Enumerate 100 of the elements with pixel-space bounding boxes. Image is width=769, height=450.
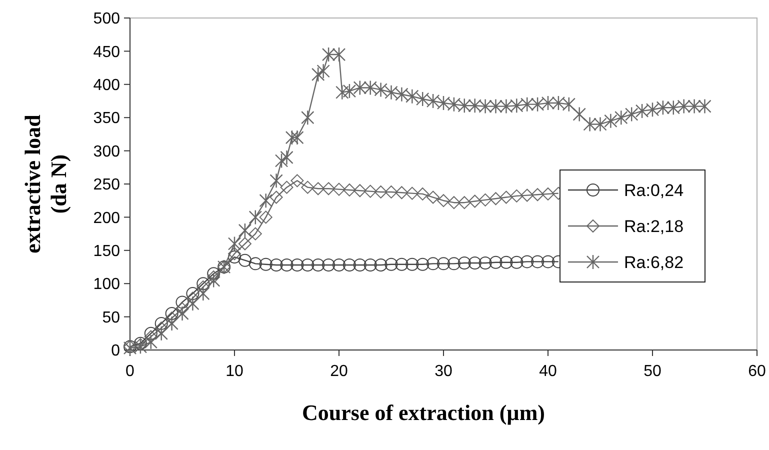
point	[290, 130, 304, 146]
point	[154, 326, 168, 341]
point	[384, 258, 398, 271]
point	[322, 46, 336, 62]
point	[186, 296, 200, 312]
point	[280, 150, 294, 166]
point	[176, 306, 189, 322]
point	[134, 339, 148, 354]
x-axis-title: Course of extraction (µm)	[302, 400, 545, 425]
point	[312, 182, 325, 196]
point	[259, 193, 272, 208]
point	[270, 258, 283, 272]
point	[478, 193, 492, 206]
point	[384, 84, 398, 100]
y-axis-title: extractive load (da N)	[20, 114, 71, 254]
point	[500, 256, 513, 269]
point	[489, 192, 502, 206]
point	[342, 258, 356, 272]
x-tick-label: 50	[644, 363, 662, 380]
point	[364, 258, 377, 272]
point	[406, 258, 419, 271]
y-tick-label: 300	[93, 143, 120, 160]
point	[301, 258, 314, 272]
point	[416, 187, 430, 200]
point	[510, 256, 524, 269]
point	[542, 187, 554, 200]
point	[270, 173, 283, 188]
point	[458, 256, 471, 270]
point	[562, 96, 576, 112]
point	[426, 190, 440, 204]
point	[274, 153, 288, 168]
point	[144, 334, 158, 350]
y-tick-label: 50	[102, 309, 120, 326]
point	[583, 116, 596, 132]
point	[207, 272, 220, 288]
x-tick-label: 0	[126, 363, 135, 380]
point	[165, 312, 178, 325]
point	[468, 98, 482, 114]
point	[698, 98, 712, 114]
point	[228, 247, 241, 260]
point	[489, 98, 502, 114]
point	[186, 292, 200, 305]
point	[510, 189, 524, 202]
point	[406, 186, 419, 200]
point	[520, 96, 534, 112]
x-tick-label: 30	[434, 363, 452, 380]
point	[154, 322, 168, 335]
point	[594, 116, 607, 132]
x-tick-label: 40	[539, 363, 557, 380]
point	[426, 93, 440, 109]
y-tick-label: 200	[93, 210, 120, 227]
point	[542, 255, 554, 268]
point	[342, 83, 356, 99]
x-tick-label: 10	[226, 363, 244, 380]
point	[196, 286, 210, 302]
point	[270, 190, 283, 204]
legend-label: Ra:0,24	[624, 180, 684, 200]
point	[572, 106, 586, 122]
point	[447, 257, 460, 270]
point	[426, 257, 440, 270]
point	[416, 91, 430, 107]
point	[374, 258, 388, 272]
point	[301, 110, 314, 126]
point	[364, 184, 377, 198]
point	[144, 326, 158, 340]
point	[677, 98, 690, 114]
point	[437, 257, 450, 270]
point	[290, 174, 304, 188]
point	[228, 250, 241, 264]
point	[316, 64, 330, 79]
point	[123, 340, 137, 356]
point	[322, 258, 336, 272]
point	[646, 102, 660, 118]
y-tick-label: 100	[93, 276, 120, 294]
point	[238, 222, 252, 238]
x-tick-label: 20	[330, 363, 348, 380]
point	[374, 185, 388, 198]
point	[248, 227, 262, 240]
legend-label: Ra:6,82	[624, 252, 684, 272]
point	[248, 210, 262, 225]
point	[259, 210, 272, 224]
point	[447, 96, 461, 112]
point	[186, 287, 200, 300]
point	[353, 184, 366, 198]
point	[280, 180, 294, 194]
point	[228, 236, 242, 252]
point	[332, 46, 346, 62]
point	[458, 98, 471, 114]
point	[207, 270, 220, 284]
point	[531, 255, 544, 268]
x-tick-label: 60	[748, 363, 766, 380]
point	[353, 258, 366, 272]
point	[458, 196, 471, 210]
point	[342, 183, 356, 196]
point	[384, 185, 398, 198]
point	[447, 196, 460, 210]
point	[614, 110, 628, 126]
point	[364, 80, 377, 96]
point	[656, 100, 670, 116]
point	[154, 316, 168, 330]
